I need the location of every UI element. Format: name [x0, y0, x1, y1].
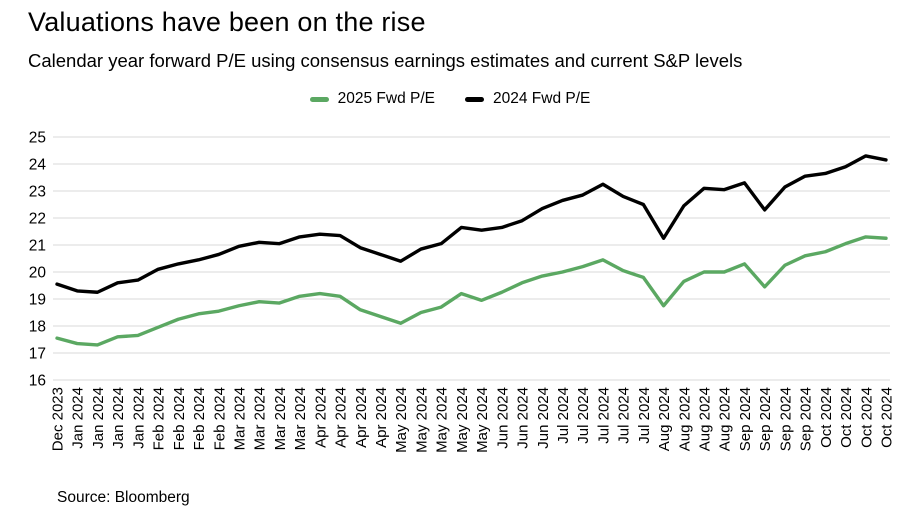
x-tick-label: Jul 2024: [636, 387, 653, 444]
x-tick-label: Feb 2024: [211, 387, 228, 450]
x-tick-label: Jun 2024: [515, 387, 532, 449]
x-tick-label: Oct 2024: [838, 387, 855, 448]
y-tick-label: 22: [29, 211, 46, 228]
legend-label-2024-fwd-pe: 2024 Fwd P/E: [493, 90, 591, 107]
y-tick-label: 23: [29, 184, 46, 201]
legend-swatch-2024-fwd-pe: [465, 96, 484, 102]
x-tick-label: Sep 2024: [798, 387, 815, 451]
x-tick-label: Jan 2024: [110, 387, 127, 449]
x-tick-label: Apr 2024: [353, 387, 370, 448]
y-tick-label: 19: [29, 292, 46, 309]
x-tick-label: Mar 2024: [231, 387, 248, 450]
x-tick-label: Mar 2024: [252, 387, 269, 450]
x-tick-label: Jan 2024: [130, 387, 147, 449]
x-tick-label: Jan 2024: [70, 387, 87, 449]
x-tick-label: Apr 2024: [333, 387, 350, 448]
x-tick-label: Feb 2024: [171, 387, 188, 450]
x-tick-label: Apr 2024: [373, 387, 390, 448]
y-tick-label: 16: [29, 373, 46, 390]
y-tick-label: 24: [29, 157, 47, 174]
x-tick-label: Aug 2024: [676, 387, 693, 451]
x-tick-label: Jul 2024: [595, 387, 612, 444]
y-tick-label: 20: [29, 265, 47, 282]
x-tick-label: Sep 2024: [777, 387, 794, 451]
x-tick-label: Jan 2024: [90, 387, 107, 449]
x-tick-label: Jul 2024: [575, 387, 592, 444]
x-tick-label: Sep 2024: [737, 387, 754, 451]
legend-item-2024-fwd-pe: 2024 Fwd P/E: [465, 90, 590, 108]
y-tick-label: 17: [29, 346, 46, 363]
source-note: Source: Bloomberg: [57, 489, 190, 506]
x-tick-label: Aug 2024: [697, 387, 714, 451]
chart-subtitle: Calendar year forward P/E using consensu…: [28, 50, 743, 71]
x-tick-label: Jun 2024: [535, 387, 552, 449]
x-tick-label: Oct 2024: [818, 387, 835, 448]
x-tick-label: Mar 2024: [272, 387, 289, 450]
series-line-2025-fwd-p-e: [55, 235, 888, 347]
y-tick-label: 25: [29, 130, 46, 147]
x-tick-label: May 2024: [454, 387, 471, 453]
x-tick-label: Aug 2024: [656, 387, 673, 451]
legend: 2025 Fwd P/E 2024 Fwd P/E: [0, 90, 900, 108]
series-line-2024-fwd-p-e: [55, 154, 888, 294]
legend-label-2025-fwd-pe: 2025 Fwd P/E: [337, 90, 435, 107]
y-tick-label: 21: [29, 238, 46, 255]
x-tick-label: May 2024: [393, 387, 410, 453]
x-tick-label: May 2024: [474, 387, 491, 453]
x-tick-label: May 2024: [434, 387, 451, 453]
y-tick-label: 18: [29, 319, 46, 336]
x-tick-label: Mar 2024: [292, 387, 309, 450]
chart-title: Valuations have been on the rise: [28, 7, 426, 37]
x-tick-label: Oct 2024: [879, 387, 896, 448]
x-tick-label: Feb 2024: [191, 387, 208, 450]
x-tick-label: Jul 2024: [555, 387, 572, 444]
x-tick-label: Oct 2024: [858, 387, 875, 448]
legend-swatch-2025-fwd-pe: [309, 96, 329, 102]
x-tick-label: Aug 2024: [717, 387, 734, 451]
x-tick-label: Feb 2024: [151, 387, 168, 450]
x-tick-label: Apr 2024: [312, 387, 329, 448]
legend-item-2025-fwd-pe: 2025 Fwd P/E: [309, 90, 435, 108]
x-tick-label: May 2024: [413, 387, 430, 453]
x-tick-label: Jun 2024: [494, 387, 511, 449]
x-tick-label: Sep 2024: [757, 387, 774, 451]
x-tick-label: Dec 2023: [50, 387, 67, 451]
x-tick-label: Jul 2024: [616, 387, 633, 444]
